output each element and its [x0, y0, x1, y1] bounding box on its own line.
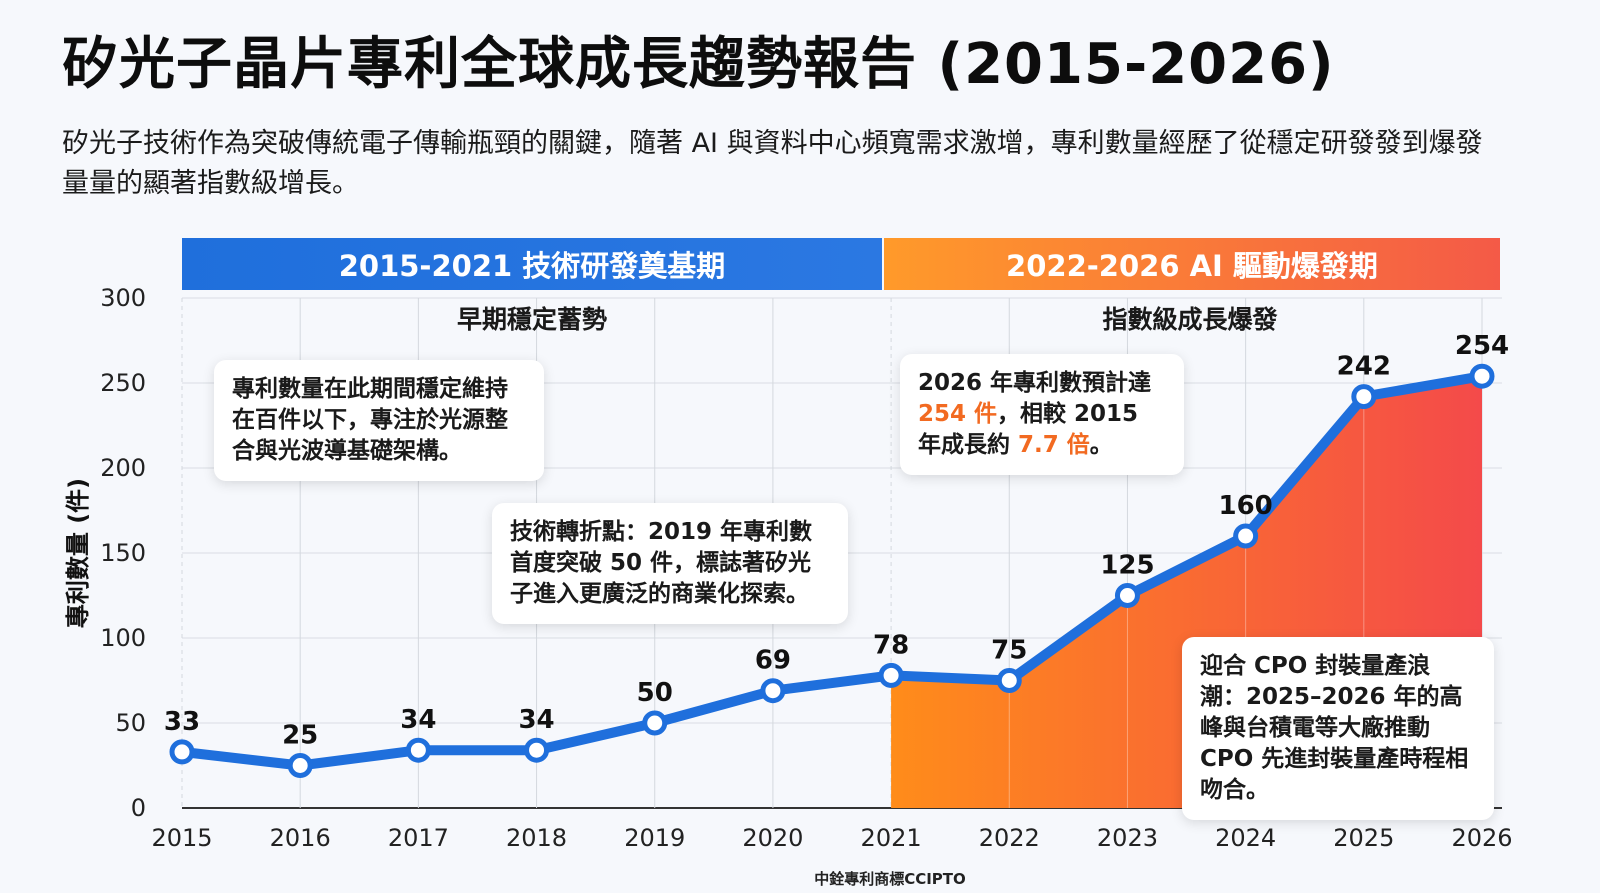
phase-label-ai: 指數級成長爆發: [1102, 305, 1278, 334]
x-tick-label: 2021: [861, 824, 922, 852]
data-label: 69: [755, 646, 791, 676]
forecast-highlight-ratio: 7.7 倍: [1018, 432, 1090, 458]
data-point: [405, 737, 431, 763]
data-point: [642, 710, 668, 736]
data-point: [1351, 384, 1377, 410]
x-tick-label: 2018: [506, 824, 567, 852]
x-tick-label: 2026: [1451, 824, 1512, 852]
x-tick-label: 2019: [624, 824, 685, 852]
phase-label-early: 早期穩定蓄勢: [456, 305, 608, 334]
x-tick-label: 2024: [1215, 824, 1276, 852]
data-label: 33: [164, 707, 200, 737]
data-point: [287, 753, 313, 778]
data-point: [878, 662, 904, 688]
page-title: 矽光子晶片專利全球成長趨勢報告 (2015-2026): [62, 32, 1335, 97]
data-point: [996, 668, 1022, 693]
page-subtitle: 矽光子技術作為突破傳統電子傳輸瓶頸的關鍵，隨著 AI 與資料中心頻寬需求激增，專…: [62, 128, 1483, 199]
y-tick-label: 200: [100, 454, 146, 482]
data-point: [524, 737, 550, 763]
data-label: 34: [518, 705, 554, 735]
y-axis-label: 專利數量 (件): [64, 478, 92, 628]
data-label: 25: [282, 721, 318, 751]
data-label: 125: [1100, 551, 1154, 581]
data-point: [1233, 523, 1259, 549]
data-label: 78: [873, 630, 909, 660]
forecast-text-a: 2026 年專利數預計達: [918, 370, 1152, 396]
y-tick-label: 150: [100, 539, 146, 567]
data-label: 75: [991, 636, 1027, 666]
data-point: [1469, 363, 1495, 389]
callout-forecast: 2026 年專利數預計達 254 件，相較 2015 年成長約 7.7 倍。: [900, 354, 1184, 475]
data-label: 254: [1455, 331, 1509, 361]
forecast-text-b: ，相較 2015 年成長約: [918, 401, 1139, 458]
x-tick-label: 2020: [742, 824, 803, 852]
y-tick-label: 250: [100, 369, 146, 397]
forecast-text-c: 。: [1089, 432, 1113, 458]
callout-early-period: 專利數量在此期間穩定維持在百件以下，專注於光源整合與光波導基礎架構。: [214, 360, 544, 481]
x-tick-label: 2023: [1097, 824, 1158, 852]
data-label: 160: [1218, 491, 1272, 521]
data-point: [760, 678, 786, 704]
x-tick-label: 2016: [270, 824, 331, 852]
y-tick-label: 50: [115, 709, 146, 737]
phase-band-early: 2015-2021 技術研發奠基期: [182, 238, 882, 290]
series-line: [177, 371, 1487, 771]
forecast-highlight-count: 254 件: [918, 401, 998, 427]
data-label: 34: [400, 705, 436, 735]
callout-turning-point: 技術轉折點：2019 年專利數首度突破 50 件，標誌著矽光子進入更廣泛的商業化…: [492, 503, 848, 624]
data-label: 50: [637, 678, 673, 708]
x-tick-label: 2017: [388, 824, 449, 852]
phase-band-ai: 2022-2026 AI 驅動爆發期: [884, 238, 1500, 290]
y-tick-label: 0: [131, 794, 146, 822]
data-point: [169, 739, 195, 765]
footer-source: 中銓專利商標CCIPTO: [814, 870, 966, 888]
callout-cpo: 迎合 CPO 封裝量產浪潮：2025–2026 年的高峰與台積電等大廠推動 CP…: [1182, 637, 1494, 820]
y-tick-label: 300: [100, 284, 146, 312]
x-tick-label: 2022: [979, 824, 1040, 852]
x-tick-label: 2025: [1333, 824, 1394, 852]
data-point: [1114, 583, 1140, 608]
y-tick-label: 100: [100, 624, 146, 652]
data-label: 242: [1337, 352, 1391, 382]
x-tick-label: 2015: [151, 824, 212, 852]
